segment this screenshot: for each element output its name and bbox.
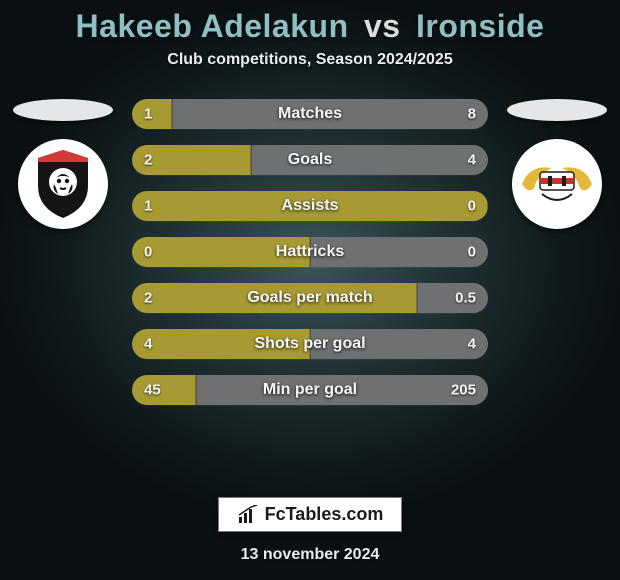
- stat-bar-divider: [171, 99, 173, 129]
- stat-bar-divider: [487, 191, 488, 221]
- stat-label: Shots per goal: [254, 335, 365, 353]
- footer-area: FcTables.com 13 november 2024: [218, 497, 403, 564]
- stat-value-left: 4: [144, 336, 152, 353]
- stat-value-right: 0.5: [455, 290, 476, 307]
- player1-name: Hakeeb Adelakun: [76, 8, 349, 44]
- stat-row: 1 0 Assists: [132, 191, 488, 221]
- date-text: 13 november 2024: [241, 546, 380, 564]
- stat-value-left: 0: [144, 244, 152, 261]
- brand-box[interactable]: FcTables.com: [218, 497, 403, 532]
- stat-bar-right: [417, 283, 488, 313]
- stat-bar-left: [132, 375, 196, 405]
- left-side-column: [8, 99, 118, 229]
- brand-chart-icon: [237, 505, 259, 525]
- stat-row: 2 4 Goals: [132, 145, 488, 175]
- stat-value-left: 1: [144, 198, 152, 215]
- stat-bar-right: [251, 145, 488, 175]
- right-flag-ellipse: [507, 99, 607, 121]
- left-flag-ellipse: [13, 99, 113, 121]
- stat-row: 2 0.5 Goals per match: [132, 283, 488, 313]
- stat-label: Goals: [288, 151, 332, 169]
- stat-value-right: 0: [468, 244, 476, 261]
- stat-value-left: 1: [144, 106, 152, 123]
- stat-value-right: 0: [468, 198, 476, 215]
- stat-bars-container: 1 8 Matches 2 4 Goals 1 0 Assists 0 0 Hattricks 2 0.5…: [132, 99, 488, 405]
- stat-value-right: 8: [468, 106, 476, 123]
- comparison-infographic: Hakeeb Adelakun vs Ironside Club competi…: [0, 0, 620, 580]
- left-club-shield-icon: [32, 148, 94, 220]
- stat-row: 1 8 Matches: [132, 99, 488, 129]
- stat-value-right: 4: [468, 152, 476, 169]
- page-title: Hakeeb Adelakun vs Ironside: [76, 8, 545, 45]
- stat-label: Goals per match: [247, 289, 372, 307]
- stat-value-left: 45: [144, 382, 161, 399]
- stat-row: 0 0 Hattricks: [132, 237, 488, 267]
- stat-label: Min per goal: [263, 381, 357, 399]
- right-club-wings-icon: [518, 154, 596, 214]
- stat-bar-divider: [195, 375, 197, 405]
- stat-value-right: 4: [468, 336, 476, 353]
- stat-label: Assists: [282, 197, 339, 215]
- vs-text: vs: [364, 8, 401, 44]
- stat-row: 45 205 Min per goal: [132, 375, 488, 405]
- right-side-column: [502, 99, 612, 229]
- stat-bar-divider: [416, 283, 418, 313]
- subtitle: Club competitions, Season 2024/2025: [167, 51, 452, 69]
- stat-row: 4 4 Shots per goal: [132, 329, 488, 359]
- content-area: 1 8 Matches 2 4 Goals 1 0 Assists 0 0 Hattricks 2 0.5…: [0, 99, 620, 497]
- stat-value-right: 205: [451, 382, 476, 399]
- right-club-badge: [512, 139, 602, 229]
- stat-label: Matches: [278, 105, 342, 123]
- stat-value-left: 2: [144, 152, 152, 169]
- stat-bar-divider: [250, 145, 252, 175]
- stat-label: Hattricks: [276, 243, 344, 261]
- brand-text: FcTables.com: [265, 504, 384, 525]
- player2-name: Ironside: [416, 8, 544, 44]
- stat-value-left: 2: [144, 290, 152, 307]
- left-club-badge: [18, 139, 108, 229]
